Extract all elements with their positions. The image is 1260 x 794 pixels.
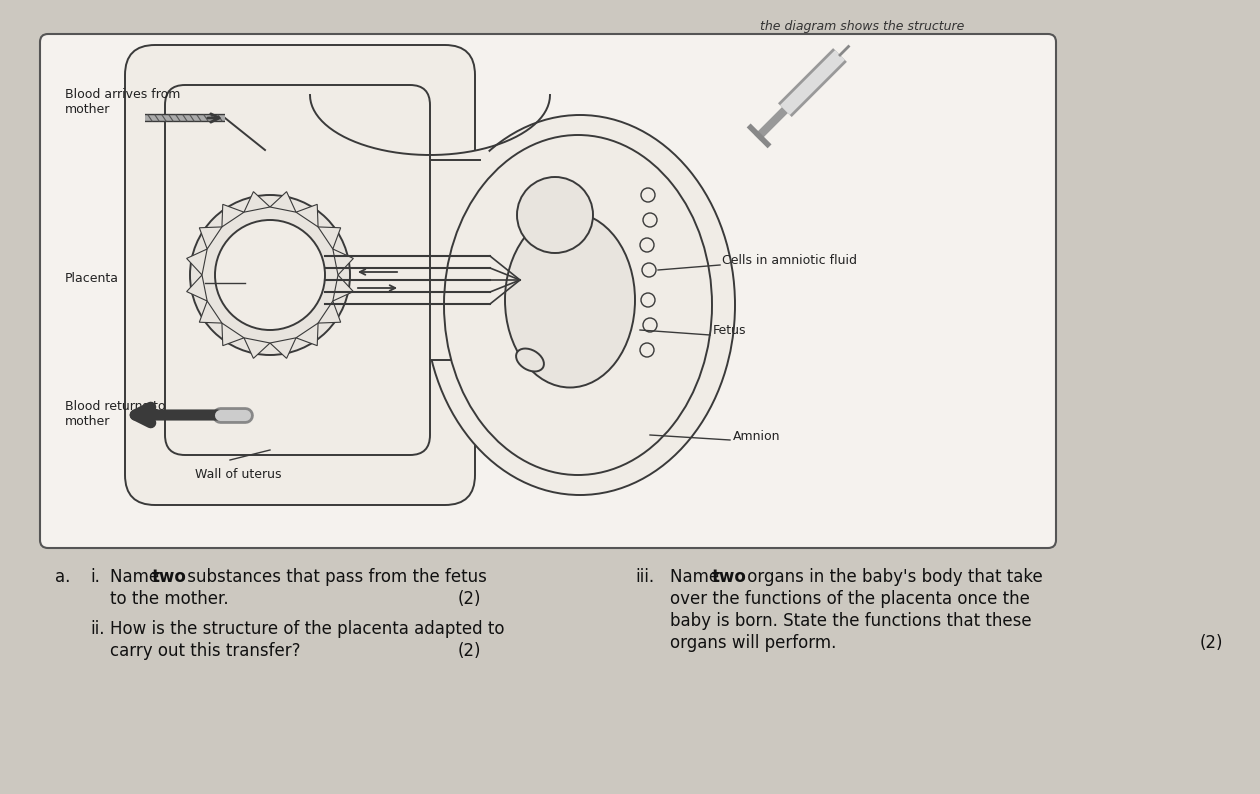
- Text: Name: Name: [670, 568, 724, 586]
- Polygon shape: [199, 301, 222, 323]
- Text: (2): (2): [457, 642, 481, 660]
- Polygon shape: [270, 337, 296, 358]
- Circle shape: [215, 220, 325, 330]
- Ellipse shape: [505, 213, 635, 387]
- Polygon shape: [333, 249, 353, 275]
- Polygon shape: [296, 323, 318, 345]
- Polygon shape: [333, 275, 353, 301]
- Polygon shape: [244, 337, 270, 358]
- Text: iii.: iii.: [635, 568, 654, 586]
- Polygon shape: [186, 249, 207, 275]
- Polygon shape: [222, 204, 244, 227]
- Text: (2): (2): [1200, 634, 1223, 652]
- Polygon shape: [244, 191, 270, 212]
- Ellipse shape: [425, 115, 735, 495]
- Ellipse shape: [517, 349, 544, 372]
- Polygon shape: [222, 323, 244, 345]
- Text: Name: Name: [110, 568, 164, 586]
- Text: Placenta: Placenta: [66, 272, 118, 284]
- Text: Blood returns to
mother: Blood returns to mother: [66, 400, 165, 428]
- Circle shape: [190, 195, 350, 355]
- Text: Blood arrives from
mother: Blood arrives from mother: [66, 88, 180, 116]
- Polygon shape: [318, 227, 340, 249]
- FancyBboxPatch shape: [40, 34, 1056, 548]
- Text: (2): (2): [457, 590, 481, 608]
- Text: i.: i.: [89, 568, 100, 586]
- Text: two: two: [152, 568, 186, 586]
- FancyBboxPatch shape: [125, 45, 475, 505]
- Circle shape: [517, 177, 593, 253]
- Text: the diagram shows the structure: the diagram shows the structure: [760, 20, 964, 33]
- Text: to the mother.: to the mother.: [110, 590, 228, 608]
- Text: ii.: ii.: [89, 620, 105, 638]
- Text: Fetus: Fetus: [713, 325, 746, 337]
- Text: Wall of uterus: Wall of uterus: [195, 468, 281, 481]
- FancyBboxPatch shape: [280, 150, 490, 360]
- Polygon shape: [199, 227, 222, 249]
- Polygon shape: [186, 275, 207, 301]
- Polygon shape: [318, 301, 340, 323]
- Polygon shape: [296, 204, 318, 227]
- Text: over the functions of the placenta once the: over the functions of the placenta once …: [670, 590, 1029, 608]
- Text: Amnion: Amnion: [733, 430, 780, 444]
- FancyBboxPatch shape: [165, 85, 430, 455]
- Text: a.: a.: [55, 568, 71, 586]
- Text: Cells in amniotic fluid: Cells in amniotic fluid: [722, 255, 857, 268]
- Text: baby is born. State the functions that these: baby is born. State the functions that t…: [670, 612, 1032, 630]
- Text: carry out this transfer?: carry out this transfer?: [110, 642, 300, 660]
- Text: organs in the baby's body that take: organs in the baby's body that take: [742, 568, 1043, 586]
- Text: How is the structure of the placenta adapted to: How is the structure of the placenta ada…: [110, 620, 504, 638]
- Text: organs will perform.: organs will perform.: [670, 634, 837, 652]
- Ellipse shape: [444, 135, 712, 475]
- Text: two: two: [712, 568, 747, 586]
- Text: substances that pass from the fetus: substances that pass from the fetus: [181, 568, 486, 586]
- Polygon shape: [270, 191, 296, 212]
